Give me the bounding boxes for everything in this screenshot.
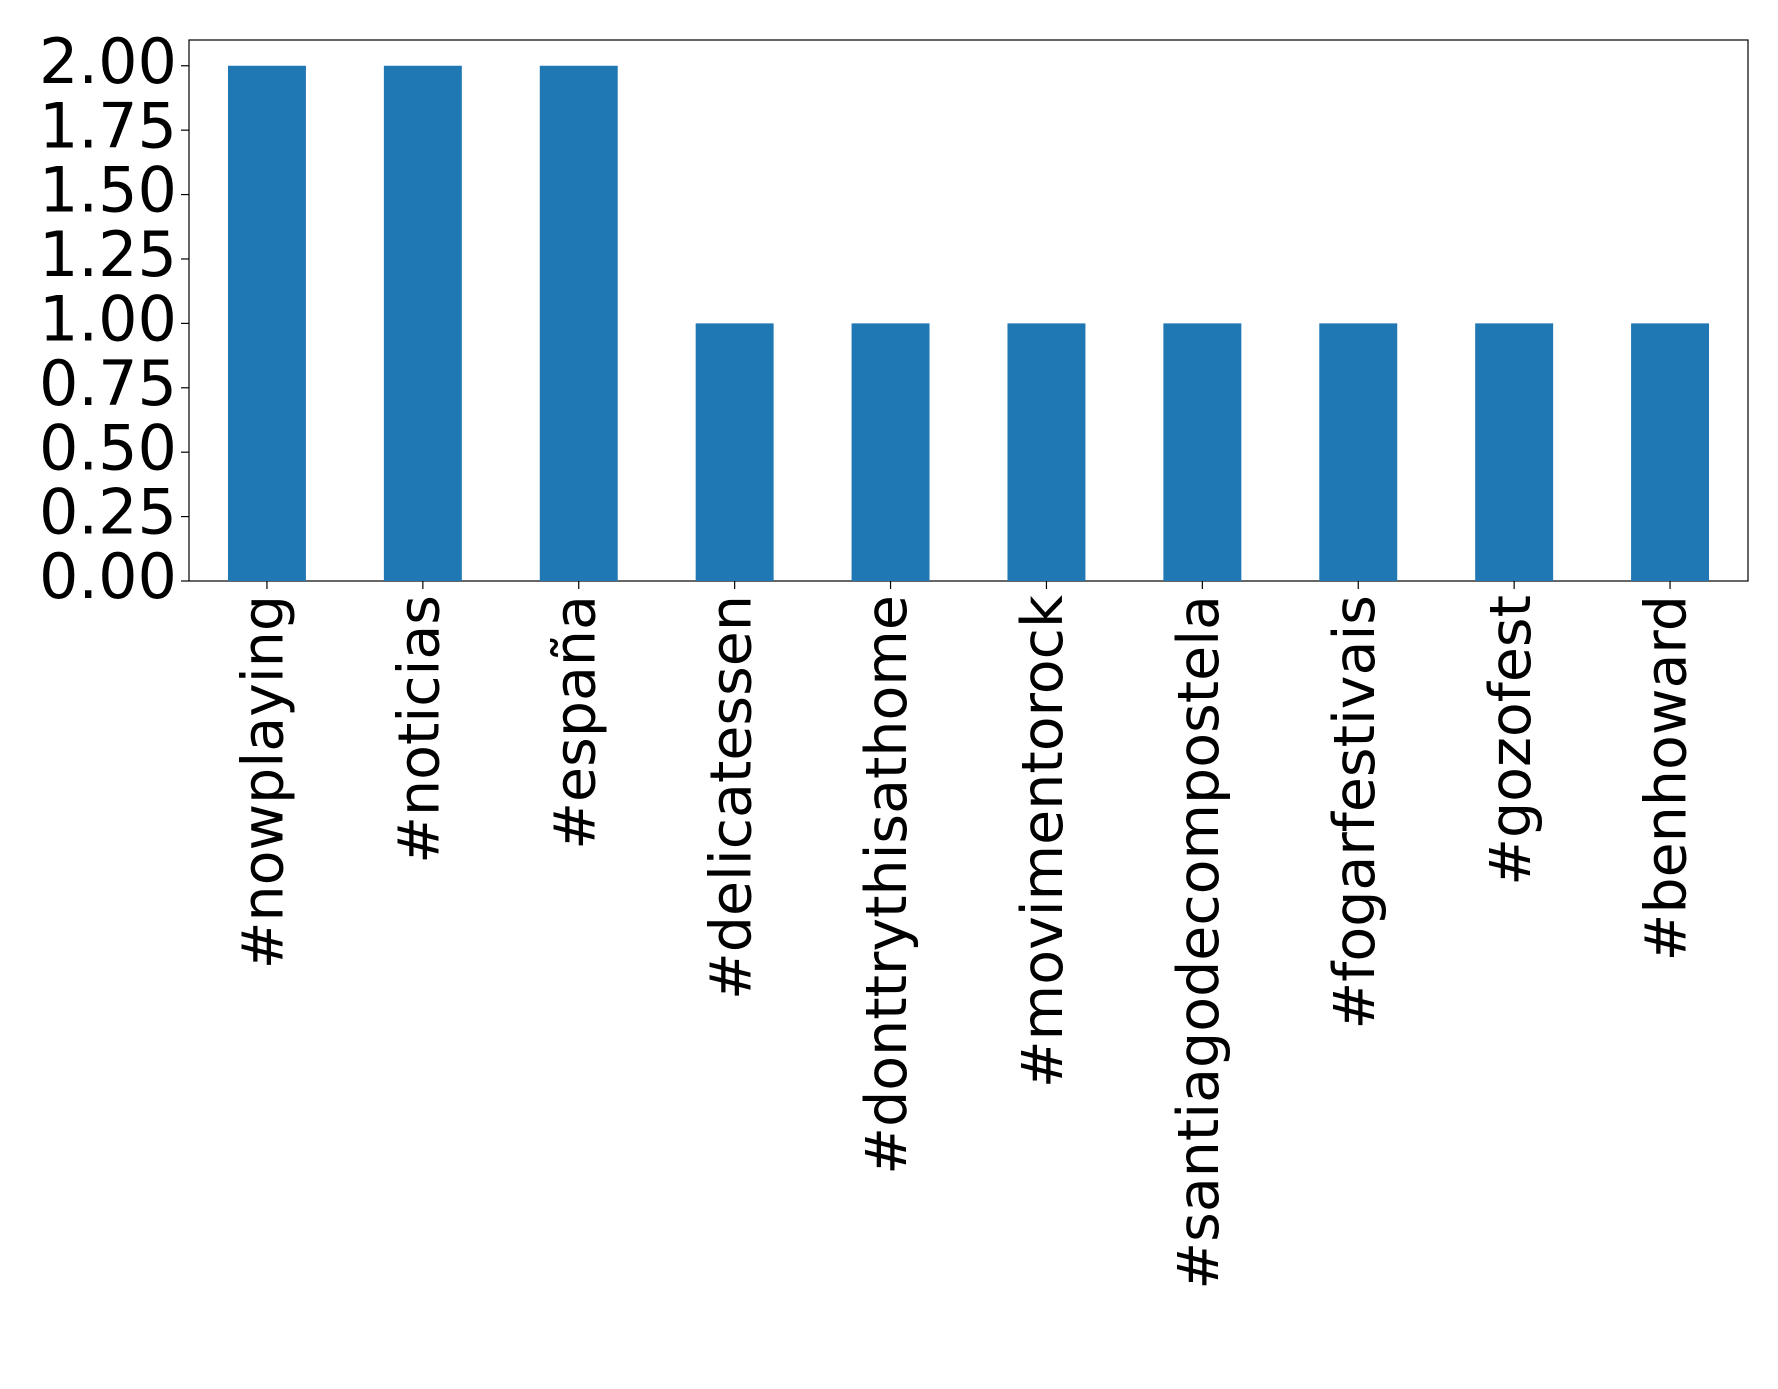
bar (1007, 323, 1086, 581)
y-tick-label: 1.75 (39, 89, 177, 162)
x-tick-label: #benhoward (1634, 595, 1700, 961)
x-tick-label: #noticias (386, 595, 452, 864)
x-tick-label: #nowplaying (231, 595, 297, 969)
x-tick-label: #santiagodecompostela (1166, 595, 1232, 1290)
y-tick-label: 1.25 (39, 218, 177, 291)
bar (383, 65, 462, 581)
x-tick-label: #fogarfestivais (1322, 595, 1388, 1029)
x-tick-label: #delicatessen (698, 595, 764, 1000)
x-tick-label: #donttrythisathome (854, 595, 920, 1175)
bar (1631, 323, 1710, 581)
y-tick-label: 1.00 (39, 282, 177, 355)
bar (539, 65, 618, 581)
y-tick-label: 0.00 (39, 540, 177, 613)
bar (227, 65, 306, 581)
y-tick-label: 0.75 (39, 347, 177, 420)
y-tick-label: 1.50 (39, 154, 177, 227)
y-tick-label: 0.25 (39, 476, 177, 549)
x-tick-label: #movimentorock (1010, 595, 1076, 1088)
y-tick-label: 2.00 (39, 25, 177, 98)
y-tick-label: 0.50 (39, 411, 177, 484)
bar (851, 323, 930, 581)
bar (1475, 323, 1554, 581)
bar (1319, 323, 1398, 581)
bar (1163, 323, 1242, 581)
x-tick-label: #españa (542, 595, 608, 850)
x-tick-label: #gozofest (1478, 595, 1544, 886)
plot-frame (188, 39, 1749, 582)
bar (695, 323, 774, 581)
